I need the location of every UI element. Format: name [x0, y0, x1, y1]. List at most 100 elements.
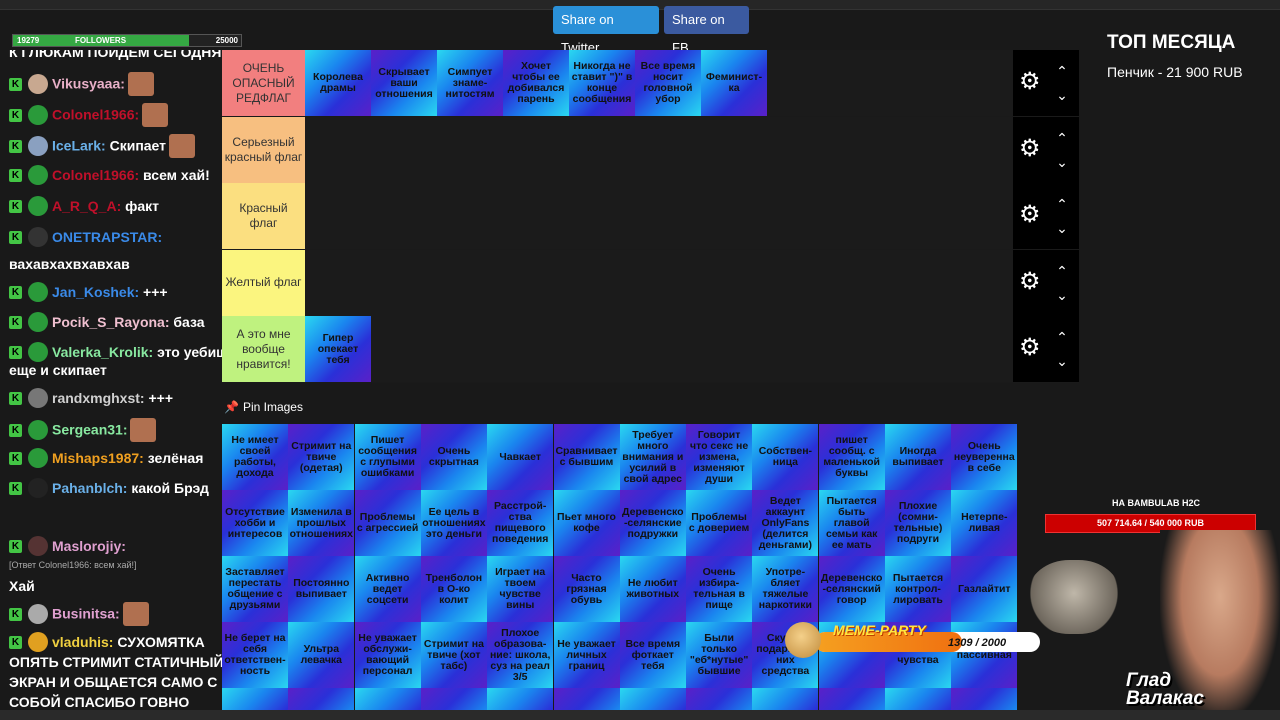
tier-drop-zone[interactable]: [305, 116, 1013, 183]
chat-username[interactable]: Sergean31:: [52, 421, 128, 438]
tier-drop-zone[interactable]: [305, 249, 1013, 316]
pool-item-tile[interactable]: Требует много внимания и усилий в свой а…: [619, 424, 686, 490]
pool-item-tile[interactable]: Не имеет своей работы, дохода: [222, 424, 288, 490]
tier-item-tile[interactable]: Королева драмы: [305, 50, 371, 116]
chevron-down-icon[interactable]: ⌄: [1056, 353, 1068, 370]
pool-item-tile[interactable]: Ультра левачка: [288, 622, 355, 688]
tier-item-tile[interactable]: Скрывает ваши отношения: [371, 50, 437, 116]
chat-username[interactable]: Pocik_S_Rayona:: [52, 313, 170, 330]
chevron-up-icon[interactable]: ⌃: [1056, 329, 1068, 346]
chevron-up-icon[interactable]: ⌃: [1056, 129, 1068, 146]
chevron-down-icon[interactable]: ⌄: [1056, 87, 1068, 103]
chat-username[interactable]: vladuhis:: [52, 633, 114, 650]
pool-item-tile[interactable]: Были только "еб*нутые" бывшие: [686, 622, 753, 688]
chevron-down-icon[interactable]: ⌄: [1056, 220, 1068, 237]
chevron-up-icon[interactable]: ⌃: [1056, 262, 1068, 279]
chat-username[interactable]: Mishaps1987:: [52, 449, 144, 466]
chat-username[interactable]: randxmghxst:: [52, 389, 145, 406]
tier-item-tile[interactable]: Феминист- ка: [701, 50, 767, 116]
pool-item-tile[interactable]: Ее цель в отношениях это деньги: [420, 490, 487, 556]
pool-item-tile[interactable]: Очень избира- тельная в пище: [686, 556, 753, 622]
tier-drop-zone[interactable]: [305, 183, 1013, 250]
chat-username[interactable]: Vikusyaaa:: [52, 75, 125, 92]
pool-item-tile[interactable]: Часто грязная обувь: [553, 556, 620, 622]
pool-item-tile[interactable]: Не любит животных: [619, 556, 686, 622]
pool-item-tile[interactable]: Не уважает личных границ: [553, 622, 620, 688]
pool-item-tile[interactable]: Деревенско -селянские подружки: [619, 490, 686, 556]
chat-username[interactable]: Colonel1966:: [52, 106, 140, 123]
pool-item-tile[interactable]: Плохие (сомни- тельные) подруги: [885, 490, 951, 556]
gear-icon[interactable]: ⚙: [1019, 134, 1041, 162]
tier-label[interactable]: Желтый флаг: [222, 249, 305, 316]
pool-item-tile[interactable]: Газлайтит: [951, 556, 1018, 622]
share-fb-button[interactable]: Share on FB: [664, 6, 749, 55]
chat-username[interactable]: Businitsa:: [52, 605, 120, 622]
tier-drop-zone[interactable]: Королева драмы Скрывает ваши отношения Сим…: [305, 50, 1013, 116]
pool-item-tile[interactable]: Не уважает обслужи- вающий персонал: [354, 622, 421, 688]
tier-item-tile[interactable]: Хочет чтобы ее добивался парень: [503, 50, 569, 116]
chat-username[interactable]: Pahanblch:: [52, 479, 128, 496]
user-avatar: [28, 342, 48, 363]
chat-text: какой Брэд: [131, 479, 209, 496]
tier-label[interactable]: Серьезный красный флаг: [222, 116, 305, 183]
pool-item-tile[interactable]: Сравнивает с бывшим: [553, 424, 620, 490]
tier-drop-zone[interactable]: Гипер опекает тебя: [305, 316, 1013, 383]
chevron-down-icon[interactable]: ⌄: [1056, 286, 1068, 303]
pool-item-tile[interactable]: Пытается контрол- лировать: [885, 556, 951, 622]
pool-item-tile[interactable]: пишет сообщ. с маленькой буквы: [818, 424, 885, 490]
tier-controls: ⚙ ⌃ ⌄: [1013, 316, 1079, 383]
pool-item-tile[interactable]: Очень неуверенна в себе: [951, 424, 1018, 490]
pin-images-toggle[interactable]: 📌 Pin Images: [224, 400, 303, 414]
pool-item-tile[interactable]: Стримит на твиче (хот табс): [420, 622, 487, 688]
tier-item-tile[interactable]: Никогда не ставит ")" в конце сообщения: [569, 50, 635, 116]
chat-username[interactable]: Colonel1966:: [52, 166, 140, 183]
pool-item-tile[interactable]: Отсутствие хобби и интересов: [222, 490, 288, 556]
chat-username[interactable]: Maslorojiy:: [52, 537, 126, 554]
chevron-up-icon[interactable]: ⌃: [1056, 63, 1068, 79]
chat-username[interactable]: A_R_Q_A:: [52, 197, 122, 214]
pool-item-tile[interactable]: Постоянно выпивает: [288, 556, 355, 622]
pool-item-tile[interactable]: Пытается быть главой семьи как ее мать: [818, 490, 885, 556]
pool-item-tile[interactable]: Ведет аккаунт OnlyFans (делится деньгами…: [752, 490, 819, 556]
tier-label[interactable]: ОЧЕНЬ ОПАСНЫЙ РЕДФЛАГ: [222, 50, 305, 116]
pool-item-tile[interactable]: Говорит что секс не измена, изменяют душ…: [686, 424, 753, 490]
chat-username[interactable]: Valerka_Krolik:: [52, 343, 154, 360]
pool-item-tile[interactable]: Не берет на себя ответствен- ность: [222, 622, 288, 688]
pool-item-tile[interactable]: Проблемы с агрессией: [354, 490, 421, 556]
tier-item-tile[interactable]: Симпует знаме- нитостям: [437, 50, 503, 116]
pool-item-tile[interactable]: Употре- бляет тяжелые наркотики: [752, 556, 819, 622]
pool-item-tile[interactable]: Чавкает: [487, 424, 554, 490]
pool-item-tile[interactable]: Тренболон в О-ко колит: [420, 556, 487, 622]
pool-item-tile[interactable]: Играет на твоем чувстве вины: [487, 556, 554, 622]
chevron-down-icon[interactable]: ⌄: [1056, 153, 1068, 170]
tier-item-tile[interactable]: Гипер опекает тебя: [305, 316, 371, 383]
pool-item-tile[interactable]: Все время фоткает тебя: [619, 622, 686, 688]
tier-label[interactable]: А это мне вообще нравится!: [222, 316, 305, 383]
pool-item-tile[interactable]: Активно ведет соцсети: [354, 556, 421, 622]
user-avatar: [28, 74, 48, 94]
share-twitter-button[interactable]: Share on Twitter: [553, 6, 659, 55]
pool-item-tile[interactable]: Изменила в прошлых отношениях: [288, 490, 355, 556]
pool-item-tile[interactable]: Очень скрытная: [420, 424, 487, 490]
chat-username[interactable]: IceLark:: [52, 137, 106, 154]
chat-username[interactable]: Jan_Koshek:: [52, 283, 140, 300]
pool-item-tile[interactable]: Деревенско -селянский говор: [818, 556, 885, 622]
chevron-up-icon[interactable]: ⌃: [1056, 196, 1068, 213]
pool-item-tile[interactable]: Расстрой- ства пищевого поведения: [487, 490, 554, 556]
pool-item-tile[interactable]: Стримит на твиче (одетая): [288, 424, 355, 490]
pool-item-tile[interactable]: Пьет много кофе: [553, 490, 620, 556]
pool-item-tile[interactable]: Заставляет перестать общение с друзьями: [222, 556, 288, 622]
pool-item-tile[interactable]: Нетерпе- ливая: [951, 490, 1018, 556]
tier-label[interactable]: Красный флаг: [222, 183, 305, 250]
gear-icon[interactable]: ⚙: [1019, 68, 1041, 95]
gear-icon[interactable]: ⚙: [1019, 201, 1041, 229]
pool-item-tile[interactable]: Собствен- ница: [752, 424, 819, 490]
tier-item-tile[interactable]: Все время носит головной убор: [635, 50, 701, 116]
gear-icon[interactable]: ⚙: [1019, 334, 1041, 362]
chat-username[interactable]: ONETRAPSTAR:: [52, 228, 163, 245]
pool-item-tile[interactable]: Иногда выпивает: [885, 424, 951, 490]
pool-item-tile[interactable]: Проблемы с доверием: [686, 490, 753, 556]
gear-icon[interactable]: ⚙: [1019, 267, 1041, 295]
pool-item-tile[interactable]: Пишет сообщения с глупыми ошибками: [354, 424, 421, 490]
pool-item-tile[interactable]: Плохое образова- ние: школа, суз на реал…: [487, 622, 554, 688]
